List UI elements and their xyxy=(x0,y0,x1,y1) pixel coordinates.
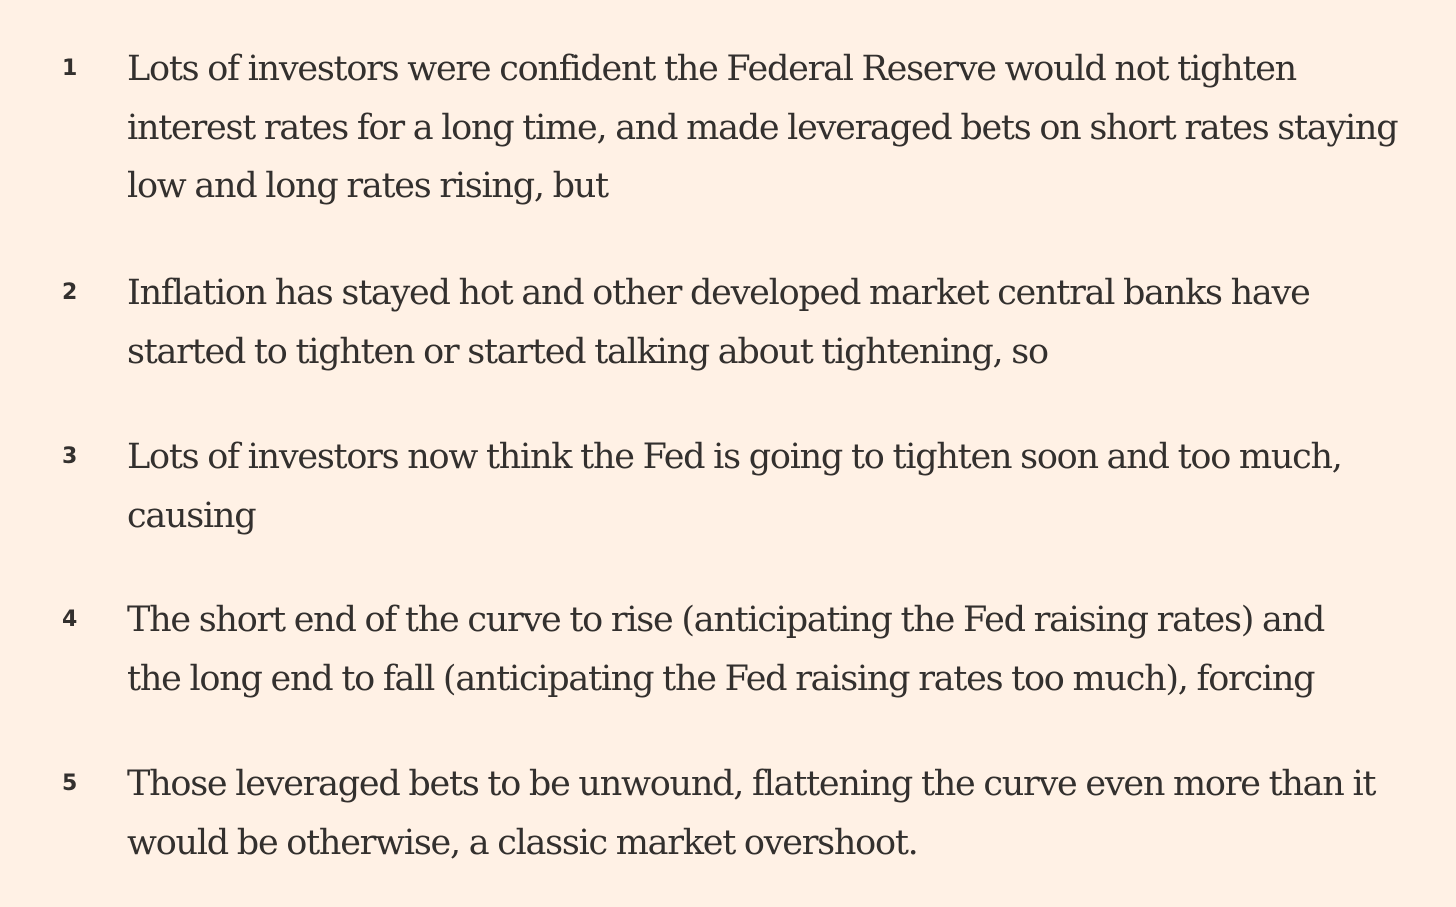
list-item-line: Inflation has stayed hot and other devel… xyxy=(127,273,1311,313)
list-item-number: 5 xyxy=(62,771,78,796)
list-item-line: the long end to fall (anticipating the F… xyxy=(127,658,1316,699)
list-item-line: started to tighten or started talking ab… xyxy=(127,331,1049,372)
list-item-text: Those leveraged bets to be unwound, flat… xyxy=(127,755,1447,872)
list-item-text: Lots of investors were confident the Fed… xyxy=(127,40,1447,216)
list-item-line: The short end of the curve to rise (anti… xyxy=(127,600,1325,640)
list-item-line: Those leveraged bets to be unwound, flat… xyxy=(127,764,1376,804)
list-item-line: Lots of investors were confident the Fed… xyxy=(127,49,1297,89)
list-item-number: 3 xyxy=(62,444,78,469)
list-item-number: 4 xyxy=(62,607,78,632)
list-item-text: Lots of investors now think the Fed is g… xyxy=(127,428,1447,545)
list-item-line: causing xyxy=(127,495,257,536)
list-item-line: would be otherwise, a classic market ove… xyxy=(127,822,919,863)
list-item-line: low and long rates rising, but xyxy=(127,166,609,206)
list-item-number: 2 xyxy=(62,280,78,305)
list-item-line: interest rates for a long time, and made… xyxy=(127,107,1399,148)
list-item-text: Inflation has stayed hot and other devel… xyxy=(127,264,1447,381)
list-item-line: Lots of investors now think the Fed is g… xyxy=(127,437,1343,477)
list-item-text: The short end of the curve to rise (anti… xyxy=(127,591,1447,708)
list-item-number: 1 xyxy=(62,56,78,81)
